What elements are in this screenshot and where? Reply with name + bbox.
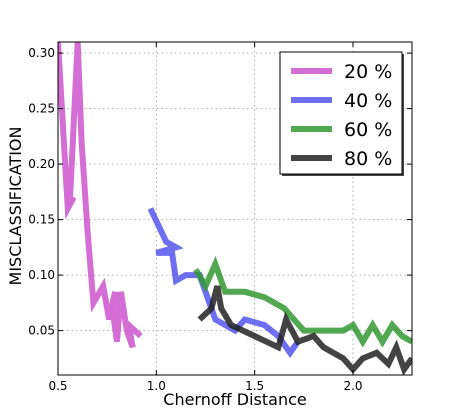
y-tick-label: 0.25 [28,102,55,116]
axes [57,41,413,376]
y-tick-label: 0.30 [28,46,55,60]
tick-labels: 0.5 1.0 1.5 2.0 0.05 0.10 0.15 0.20 0.25 0.30 [28,46,362,393]
legend: 20 % 40 % 60 % 80 % [279,51,404,176]
series-line-4 [197,285,412,375]
x-tick-label: 0.5 [48,379,67,393]
legend-label: 80 % [344,148,392,170]
legend-label: 60 % [344,119,392,141]
legend-label: 20 % [344,61,392,83]
series-line-3 [193,255,412,348]
series-line-1 [58,42,143,349]
y-tick-label: 0.20 [28,157,55,171]
y-axis-title: MISCLASSIFICATION [6,127,25,286]
x-axis-title: Chernoff Distance [163,390,306,409]
x-tick-label: 2.0 [343,379,362,393]
legend-label: 40 % [344,90,392,112]
series-layer [58,42,412,375]
x-tick-label: 1.0 [147,379,166,393]
x-tick-label: 1.5 [245,379,264,393]
y-tick-label: 0.15 [28,213,55,227]
y-tick-label: 0.10 [28,268,55,282]
y-tick-label: 0.05 [28,324,55,338]
plot-frame [57,41,413,376]
